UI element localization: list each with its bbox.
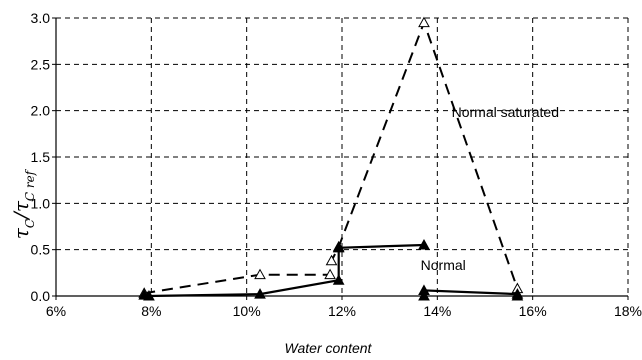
annotation-label: Normal saturated [452,104,559,120]
normal-saturated-point [418,16,430,28]
x-axis-title: Water content [285,340,373,356]
y-tick-label: 0.5 [31,242,51,258]
y-axis-title: τC/τC ref [9,168,37,239]
svg-text:τC/τC ref: τC/τC ref [9,168,37,239]
series-layer [143,19,519,298]
normal-point [332,241,345,253]
normal-point [332,274,345,285]
annotation-label: Normal [421,257,466,273]
normal-point [418,239,430,250]
x-tick-label: 8% [141,303,161,319]
y-tick-label: 2.0 [31,103,51,119]
marker-layer [138,16,524,301]
x-tick-label: 6% [46,303,66,319]
x-tick-label: 12% [328,303,356,319]
y-axis-title-sub1: C [23,219,37,228]
normal-saturated-point [254,268,266,280]
normal-line [422,289,519,296]
y-axis-title-slash: / [9,210,33,221]
y-axis-title-sub2: C ref [23,168,37,201]
y-tick-label: 0.0 [31,288,51,304]
normal-saturated-point [324,268,336,280]
normal-line [143,243,425,298]
x-tick-label: 18% [614,303,642,319]
normal-saturated-line [144,19,519,295]
y-axis-title-main: τ [9,227,33,239]
tick-labels: 0.0 0.5 1.0 1.5 2.0 2.5 3.0 6% 8% 10% 12% 14% 16% 18% [31,10,642,319]
y-tick-label: 3.0 [31,10,51,26]
normal-saturated-point [325,254,338,266]
grid [56,17,629,296]
x-tick-label: 14% [423,303,451,319]
x-tick-label: 10% [233,303,261,319]
normal-point [418,289,430,301]
annotations: Normal saturated Normal [421,104,559,273]
normal-point [254,288,266,299]
axes [52,17,629,300]
normal-point [418,284,430,295]
normal-point [511,289,524,301]
y-tick-label: 2.5 [31,56,51,72]
y-tick-label: 1.5 [31,149,51,165]
normal-point [143,289,155,301]
x-tick-label: 16% [519,303,547,319]
y-axis-title-main2: τ [9,200,33,212]
y-tick-label: 1.0 [31,195,51,211]
